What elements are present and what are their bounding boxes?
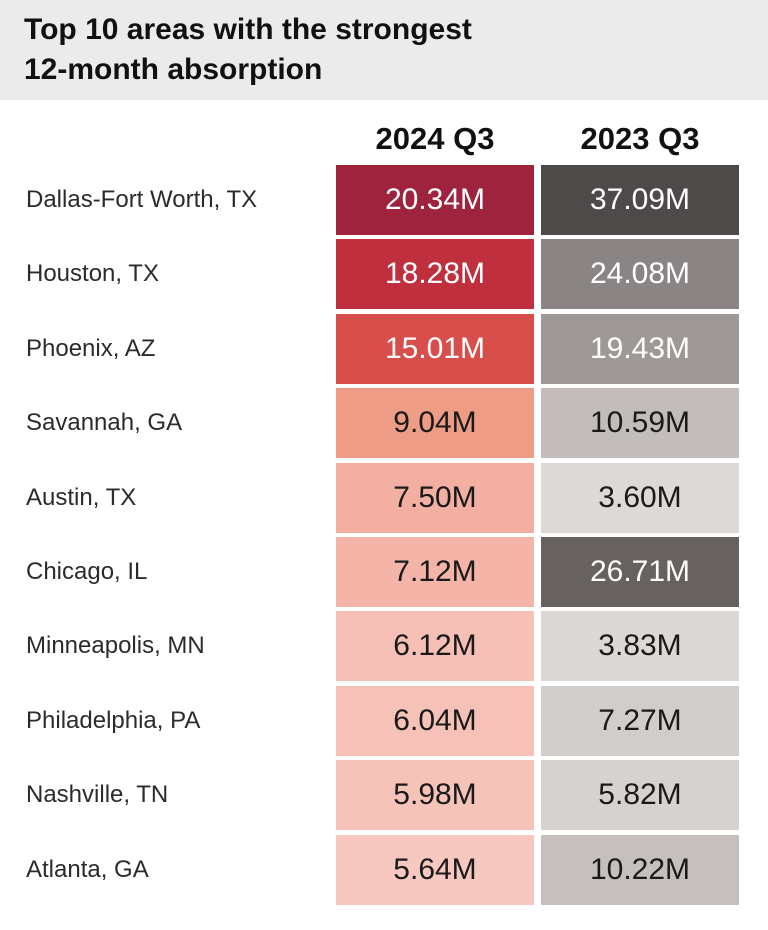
- value-cell-2024-q3: 6.04M: [336, 686, 534, 756]
- value-cell-2023-q3: 5.82M: [541, 760, 739, 830]
- value-cell-2023-q3: 26.71M: [541, 537, 739, 607]
- row-label: Houston, TX: [26, 260, 159, 287]
- value-cell-2023-q3: 10.59M: [541, 388, 739, 458]
- value-cell-2024-q3: 18.28M: [336, 239, 534, 309]
- row-label: Savannah, GA: [26, 409, 183, 436]
- value-cell-2024-q3: 15.01M: [336, 314, 534, 384]
- value-cell-2023-q3: 19.43M: [541, 314, 739, 384]
- value-cell-2023-q3: 3.60M: [541, 463, 739, 533]
- value-cell-2024-q3: 20.34M: [336, 165, 534, 235]
- row-label: Chicago, IL: [26, 558, 148, 585]
- value-cell-2023-q3: 7.27M: [541, 686, 739, 756]
- chart-title: Top 10 areas with the strongest 12-month…: [24, 13, 472, 86]
- value-cell-2023-q3: 10.22M: [541, 835, 739, 905]
- row-label: Nashville, TN: [26, 781, 169, 808]
- value-cell-2024-q3: 5.98M: [336, 760, 534, 830]
- row-label: Atlanta, GA: [26, 856, 149, 883]
- value-cell-2024-q3: 9.04M: [336, 388, 534, 458]
- column-header-2024-q3: 2024 Q3: [375, 121, 495, 156]
- row-label: Dallas-Fort Worth, TX: [26, 186, 258, 213]
- row-label: Phoenix, AZ: [26, 335, 156, 362]
- value-cell-2024-q3: 6.12M: [336, 611, 534, 681]
- value-cell-2024-q3: 7.50M: [336, 463, 534, 533]
- column-header-2023-q3: 2023 Q3: [580, 121, 700, 156]
- value-cell-2023-q3: 24.08M: [541, 239, 739, 309]
- value-cell-2023-q3: 37.09M: [541, 165, 739, 235]
- title-bar: Top 10 areas with the strongest 12-month…: [0, 0, 768, 100]
- row-label: Philadelphia, PA: [26, 707, 201, 734]
- value-cell-2024-q3: 7.12M: [336, 537, 534, 607]
- value-cell-2023-q3: 3.83M: [541, 611, 739, 681]
- row-label: Austin, TX: [26, 484, 137, 511]
- value-cell-2024-q3: 5.64M: [336, 835, 534, 905]
- row-label: Minneapolis, MN: [26, 632, 205, 659]
